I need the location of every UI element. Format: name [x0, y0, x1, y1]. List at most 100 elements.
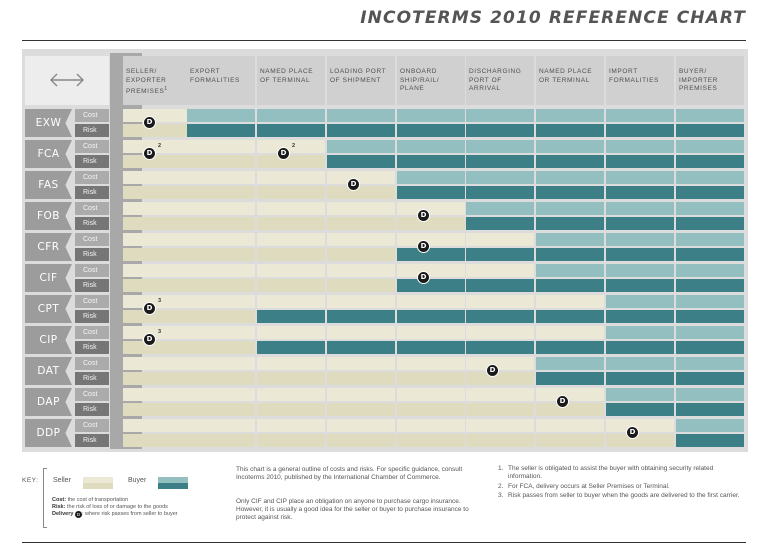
key-seller-cost-swatch: [83, 477, 113, 483]
seller-cost-cell: [606, 419, 674, 432]
footnote-number: 3.: [498, 492, 504, 500]
buyer-risk-cell: [257, 310, 325, 323]
buyer-cost-cell: [676, 264, 744, 277]
seller-cost-cell: [327, 202, 395, 215]
term-label: CFR: [25, 233, 72, 261]
cost-sublabel: Cost: [75, 171, 109, 184]
column-header-label: Seller/ Exporter Premises1: [126, 68, 168, 96]
buyer-cost-cell: [536, 202, 604, 215]
seller-cost-cell: [327, 357, 395, 370]
key-buyer-cost-swatch: [158, 477, 188, 483]
delivery-marker: D: [556, 395, 569, 408]
buyer-cost-cell: [676, 140, 744, 153]
buyer-risk-cell: [536, 217, 604, 230]
delivery-footnote-ref: 3: [158, 298, 162, 304]
buyer-cost-cell: [606, 264, 674, 277]
buyer-cost-cell: [676, 295, 744, 308]
seller-risk-cell: [123, 434, 191, 447]
footnote-text: For FCA, delivery occurs at Seller Premi…: [508, 482, 670, 490]
seller-risk-cell: [327, 186, 395, 199]
delivery-marker-letter: D: [489, 366, 496, 374]
column-header-label: Import Formalities: [609, 68, 659, 84]
buyer-risk-cell: [536, 372, 604, 385]
seller-risk-cell: [187, 372, 255, 385]
seller-risk-cell: [257, 217, 325, 230]
delivery-marker-letter: D: [146, 118, 153, 126]
cost-sublabel: Cost: [75, 295, 109, 308]
term-label: FCA: [25, 140, 72, 168]
seller-risk-cell: [257, 403, 325, 416]
seller-risk-cell: [327, 434, 395, 447]
key-legend: KEY: Seller Buyer Cost: the cost of tran…: [22, 464, 222, 534]
footnote-number: 1.: [498, 465, 504, 472]
term-label: DAP: [25, 388, 72, 416]
insurance-note: Only CIF and CIP place an obligation on …: [236, 498, 469, 521]
cost-sublabel: Cost: [75, 388, 109, 401]
seller-risk-cell: [327, 248, 395, 261]
risk-sublabel: Risk: [75, 372, 109, 385]
cost-sublabel: Cost: [75, 357, 109, 370]
seller-cost-cell: [327, 295, 395, 308]
buyer-risk-cell: [676, 248, 744, 261]
term-label: FOB: [25, 202, 72, 230]
buyer-cost-cell: [536, 109, 604, 122]
buyer-risk-cell: [536, 248, 604, 261]
delivery-marker: D: [143, 333, 156, 346]
seller-cost-cell: [123, 171, 191, 184]
risk-sublabel: Risk: [75, 279, 109, 292]
key-cost-note: Cost: the cost of transportation: [52, 497, 129, 503]
buyer-risk-cell: [606, 248, 674, 261]
delivery-marker: D: [277, 147, 290, 160]
delivery-marker-letter: D: [420, 211, 427, 219]
seller-cost-cell: [397, 202, 465, 215]
column-header-label: Onboard Ship/Rail/ Plane: [400, 68, 440, 92]
buyer-risk-cell: [676, 403, 744, 416]
double-arrow-icon: [50, 73, 84, 87]
footnote-text: The seller is obligated to assist the bu…: [508, 465, 714, 480]
buyer-cost-cell: [606, 295, 674, 308]
buyer-risk-cell: [397, 310, 465, 323]
column-header: Named Place of Terminal: [257, 56, 325, 105]
seller-cost-cell: [123, 326, 191, 339]
seller-risk-cell: [123, 248, 191, 261]
buyer-cost-cell: [466, 140, 534, 153]
seller-risk-cell: [123, 310, 191, 323]
key-buyer-risk-swatch: [158, 483, 188, 489]
risk-sublabel: Risk: [75, 124, 109, 137]
delivery-marker-letter: D: [146, 335, 153, 343]
seller-cost-cell: [123, 295, 191, 308]
delivery-marker-letter: D: [280, 149, 287, 157]
buyer-cost-cell: [536, 233, 604, 246]
cost-sublabel: Cost: [75, 202, 109, 215]
footnotes: 1. The seller is obligated to assist the …: [498, 465, 748, 502]
seller-cost-cell: [123, 109, 191, 122]
buyer-cost-cell: [536, 357, 604, 370]
seller-risk-cell: [397, 403, 465, 416]
buyer-risk-cell: [397, 341, 465, 354]
seller-cost-cell: [257, 326, 325, 339]
footnote: 3. Risk passes from seller to buyer when …: [498, 492, 748, 500]
seller-risk-cell: [327, 279, 395, 292]
delivery-marker: D: [143, 116, 156, 129]
incoterms-table: Seller/ Exporter Premises1 Export Formali…: [22, 49, 748, 452]
seller-risk-cell: [397, 372, 465, 385]
column-header: Import Formalities: [606, 56, 674, 105]
term-label: DAT: [25, 357, 72, 385]
seller-risk-cell: [123, 124, 191, 137]
column-header-label: Export Formalities: [190, 68, 240, 84]
buyer-risk-cell: [397, 279, 465, 292]
column-header-label: Named Place of Terminal: [260, 68, 314, 84]
buyer-risk-cell: [676, 217, 744, 230]
risk-sublabel: Risk: [75, 217, 109, 230]
buyer-cost-cell: [606, 233, 674, 246]
seller-cost-cell: [466, 388, 534, 401]
delivery-footnote-ref: 2: [292, 143, 296, 149]
term-label: CPT: [25, 295, 72, 323]
buyer-risk-cell: [466, 248, 534, 261]
delivery-marker: D: [347, 178, 360, 191]
buyer-risk-cell: [466, 310, 534, 323]
buyer-risk-cell: [676, 434, 744, 447]
buyer-cost-cell: [466, 171, 534, 184]
seller-cost-cell: [397, 388, 465, 401]
key-seller-risk-swatch: [83, 483, 113, 489]
